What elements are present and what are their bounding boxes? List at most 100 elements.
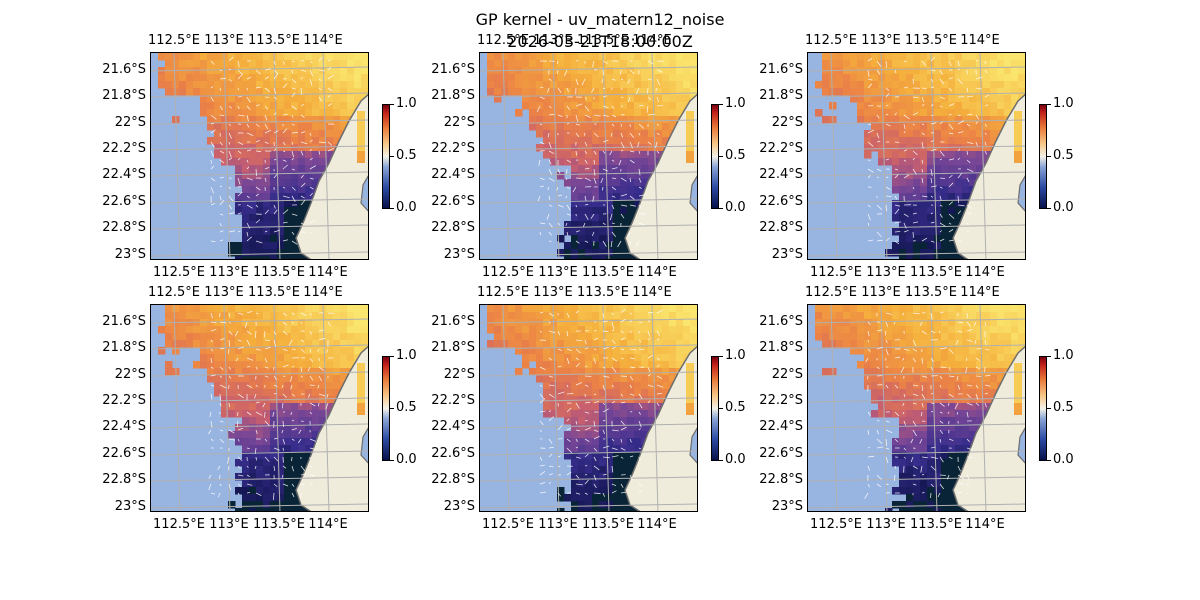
y-tick-label: 23°S [443, 247, 475, 262]
field-cell [906, 53, 914, 61]
field-cell [655, 305, 663, 313]
field-cell [1025, 88, 1026, 96]
vector-arrow [867, 123, 871, 125]
field-cell [599, 172, 607, 180]
field-cell [822, 60, 830, 68]
field-cell [892, 102, 900, 110]
vector-arrow [300, 174, 304, 179]
vector-arrow [638, 483, 643, 487]
field-cell [221, 389, 229, 397]
vector-arrow [210, 393, 213, 400]
field-cell [284, 228, 292, 236]
field-cell [578, 151, 586, 159]
vector-arrow [291, 312, 295, 316]
vector-arrow [228, 483, 232, 491]
vector-arrow [930, 122, 937, 125]
x-tick-label-bottom: 113.5°E [582, 265, 634, 280]
field-cell [592, 466, 600, 474]
field-cell [864, 60, 872, 68]
field-cell [627, 172, 635, 180]
field-cell [843, 333, 851, 341]
field-cell [613, 95, 621, 103]
field-cell [941, 193, 949, 201]
vector-arrow [611, 483, 617, 486]
vector-field [208, 310, 334, 500]
field-cell [585, 172, 593, 180]
field-cell [990, 81, 998, 89]
field-cell [529, 305, 537, 313]
field-cell [291, 305, 299, 313]
field-cell [969, 333, 977, 341]
field-cell [200, 312, 208, 320]
field-cell [557, 109, 565, 117]
field-cell [207, 319, 215, 327]
field-cell [235, 130, 243, 138]
vector-arrow [602, 346, 609, 350]
vector-arrow [575, 230, 580, 233]
field-cell [864, 326, 872, 334]
field-cell [263, 445, 271, 453]
field-cell [368, 382, 369, 390]
field-cell [620, 417, 628, 425]
field-cell [368, 347, 369, 355]
vector-arrow [219, 176, 224, 179]
field-cell [249, 235, 257, 243]
field-cell [543, 144, 551, 152]
field-cell [214, 312, 222, 320]
field-cell [270, 312, 278, 320]
vector-arrow [575, 357, 580, 361]
vector-arrow [566, 384, 569, 388]
vector-arrow [611, 114, 617, 118]
field-cell [997, 340, 1005, 348]
field-cell [969, 95, 977, 103]
field-cell [620, 116, 628, 124]
field-cell [550, 123, 558, 131]
field-cell [354, 53, 362, 61]
field-cell [578, 417, 586, 425]
vector-arrow [327, 321, 331, 327]
vector-arrow [217, 492, 221, 498]
field-cell [634, 67, 642, 75]
gulf-field [686, 111, 694, 151]
field-cell [487, 74, 495, 82]
vector-arrow [629, 159, 635, 164]
field-cell [235, 361, 243, 369]
field-cell [697, 508, 698, 512]
field-cell [585, 466, 593, 474]
field-cell [620, 221, 628, 229]
field-cell [641, 172, 649, 180]
field-cell [941, 81, 949, 89]
vector-arrow [885, 237, 890, 242]
field-cell [354, 319, 362, 327]
vector-arrow [948, 239, 954, 242]
vector-arrow [228, 366, 232, 370]
parallel-line [151, 371, 368, 377]
field-cell [522, 347, 530, 355]
field-cell [983, 130, 991, 138]
vector-arrow [638, 348, 645, 350]
map-canvas [151, 305, 369, 511]
vector-arrow [210, 123, 215, 125]
x-tick-label-bottom: 112.5°E [810, 265, 862, 280]
field-cell [256, 228, 264, 236]
field-cell [641, 354, 649, 362]
vector-arrow [246, 474, 251, 478]
field-cell [326, 347, 334, 355]
field-cell [571, 424, 579, 432]
field-cell [368, 466, 369, 474]
field-cell [305, 130, 313, 138]
field-cell [676, 340, 684, 348]
field-cell [277, 361, 285, 369]
field-cell [585, 256, 593, 259]
field-cell [885, 249, 893, 257]
field-cell [571, 193, 579, 201]
vector-arrow [557, 492, 562, 497]
field-cell [263, 480, 271, 488]
field-cell [913, 312, 921, 320]
field-cell [277, 473, 285, 481]
field-cell [634, 151, 642, 159]
field-cell [256, 319, 264, 327]
field-cell [983, 74, 991, 82]
field-cell [256, 214, 264, 222]
field-cell [326, 396, 334, 404]
